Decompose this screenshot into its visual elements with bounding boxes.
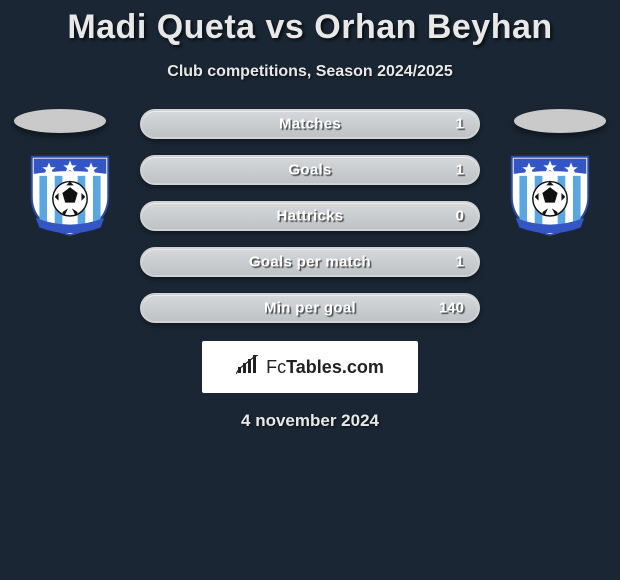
stat-matches-label: Matches	[142, 116, 478, 133]
brand-logo-box: FcTables.com	[202, 341, 418, 393]
stat-mpg-label: Min per goal	[142, 300, 478, 317]
brand-suffix: Tables.com	[286, 357, 384, 377]
bar-chart-icon	[236, 355, 260, 380]
stat-mpg-right: 140	[439, 300, 464, 317]
team-badge-left	[22, 151, 118, 237]
page-title: Madi Queta vs Orhan Beyhan	[0, 0, 620, 47]
stat-gpm-right: 1	[456, 254, 464, 271]
team-badge-right	[502, 151, 598, 237]
brand-prefix: Fc	[266, 357, 286, 377]
stat-hattricks-label: Hattricks	[142, 208, 478, 225]
page-subtitle: Club competitions, Season 2024/2025	[0, 63, 620, 81]
stat-row-min-per-goal: Min per goal 140	[140, 293, 480, 323]
comparison-content: Matches 1 Goals 1 Hattricks 0 Goals per …	[0, 109, 620, 431]
stat-row-goals: Goals 1	[140, 155, 480, 185]
stat-matches-right: 1	[456, 116, 464, 133]
player-left-ellipse	[14, 109, 106, 133]
brand-logo-text: FcTables.com	[266, 357, 384, 378]
stats-rows: Matches 1 Goals 1 Hattricks 0 Goals per …	[140, 109, 480, 323]
stat-row-hattricks: Hattricks 0	[140, 201, 480, 231]
footer-date: 4 november 2024	[0, 411, 620, 431]
player-right-ellipse	[514, 109, 606, 133]
stat-hattricks-right: 0	[456, 208, 464, 225]
stat-row-goals-per-match: Goals per match 1	[140, 247, 480, 277]
stat-goals-right: 1	[456, 162, 464, 179]
stat-row-matches: Matches 1	[140, 109, 480, 139]
stat-gpm-label: Goals per match	[142, 254, 478, 271]
stat-goals-label: Goals	[142, 162, 478, 179]
